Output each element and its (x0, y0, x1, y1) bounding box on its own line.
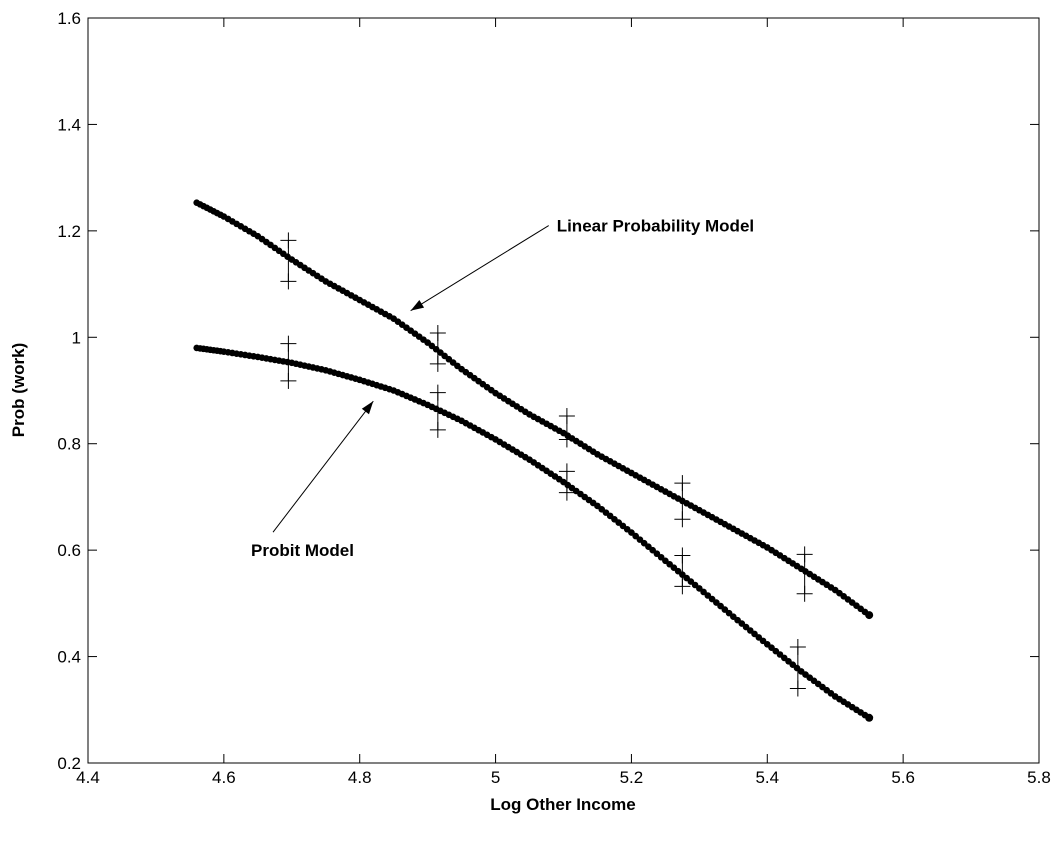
data-point (865, 713, 874, 722)
annotation-label: Probit Model (251, 541, 354, 560)
x-tick-label: 4.4 (76, 768, 100, 787)
annotation-2: Probit Model (251, 400, 374, 560)
y-tick-label: 0.8 (57, 435, 81, 454)
y-tick-label: 0.4 (57, 648, 81, 667)
y-axis-title: Prob (work) (9, 343, 28, 437)
series-2 (193, 344, 874, 722)
data-point (865, 611, 874, 620)
annotations: Linear Probability Model Probit Model (251, 217, 754, 561)
error-bars (280, 232, 813, 697)
y-tick-label: 1 (72, 328, 81, 347)
y-tick-label: 0.2 (57, 754, 81, 773)
annotation-label: Linear Probability Model (557, 217, 754, 236)
x-tick-label: 4.6 (212, 768, 236, 787)
arrow-head (361, 401, 374, 415)
x-tick-label: 5.2 (620, 768, 644, 787)
plot-area-frame (87, 17, 1040, 764)
y-tick-label: 1.2 (57, 222, 81, 241)
x-tick-label: 5.6 (891, 768, 915, 787)
x-tick-label: 5.8 (1027, 768, 1051, 787)
axis-ticks: 4.4 4.6 4.8 5 5.2 5.4 5.6 5.8 0.2 0.4 0.6 0.8 1 1.2 1.… (57, 9, 1050, 787)
arrow-head (410, 300, 425, 311)
series-marks (193, 199, 874, 722)
error-bar (674, 547, 691, 595)
annotation-arrow (410, 225, 549, 312)
x-tick-label: 5 (491, 768, 500, 787)
x-tick-label: 5.4 (755, 768, 779, 787)
error-bar (280, 232, 297, 290)
y-tick-label: 1.6 (57, 9, 81, 28)
x-tick-label: 4.8 (348, 768, 372, 787)
series-line (196, 346, 870, 719)
series-1 (193, 199, 874, 620)
y-tick-label: 1.4 (57, 115, 81, 134)
y-tick-label: 0.6 (57, 541, 81, 560)
annotation-1: Linear Probability Model (410, 217, 754, 312)
x-axis-title: Log Other Income (490, 795, 635, 814)
annotation-arrow (272, 400, 374, 533)
